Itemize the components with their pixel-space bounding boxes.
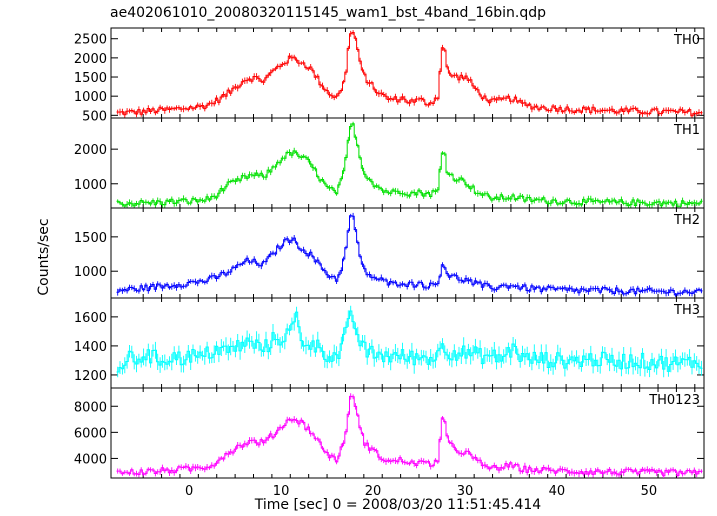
panel-label: TH1 xyxy=(673,123,700,138)
series-errorbars-th3 xyxy=(117,305,702,378)
panel-th1: 1000 2000 TH1 xyxy=(74,117,705,209)
y-tick-label: 1600 xyxy=(74,311,107,326)
panel-frame xyxy=(110,297,705,389)
panel-th3: 1200 1400 1600 TH3 xyxy=(74,297,705,389)
panel-frame xyxy=(110,387,705,479)
series-errorbars-th0123 xyxy=(117,393,702,478)
series-errorbars-th2 xyxy=(117,212,702,297)
y-tick-label: 1500 xyxy=(74,231,107,246)
series-line-th0 xyxy=(116,32,703,117)
series-line-th0123 xyxy=(116,395,703,477)
x-tick-label: 10 xyxy=(273,484,290,499)
y-tick-label: 2500 xyxy=(74,33,107,48)
x-tick-label: 40 xyxy=(549,484,566,499)
y-tick-label: 1000 xyxy=(74,265,107,280)
x-tick-label: 30 xyxy=(457,484,474,499)
y-axis-label: Counts/sec xyxy=(36,218,52,295)
y-tick-label: 4000 xyxy=(74,452,107,467)
y-tick-label: 1200 xyxy=(74,369,107,384)
y-tick-label: 1000 xyxy=(74,178,107,193)
x-axis-label: Time [sec] 0 = 2008/03/20 11:51:45.414 xyxy=(254,497,542,513)
x-tick-label: 0 xyxy=(185,484,193,499)
panel-th2: 1000 1500 TH2 xyxy=(74,207,705,299)
panel-label: TH0 xyxy=(673,33,700,48)
y-tick-label: 2000 xyxy=(74,52,107,67)
panel-th0: 500 1000 1500 2000 2500 TH0 xyxy=(74,27,705,124)
y-tick-label: 8000 xyxy=(74,400,107,415)
y-tick-label: 2000 xyxy=(74,143,107,158)
panel-label: TH3 xyxy=(673,303,700,318)
series-errorbars-th1 xyxy=(117,121,702,208)
y-tick-label: 1400 xyxy=(74,340,107,355)
series-line-th1 xyxy=(116,123,703,207)
y-tick-label: 1000 xyxy=(74,90,107,105)
panel-label: TH2 xyxy=(673,213,700,228)
panel-th0123: 4000 6000 8000 TH0123 xyxy=(74,387,705,479)
panel-label: TH0123 xyxy=(648,393,700,408)
y-tick-label: 6000 xyxy=(74,426,107,441)
series-errorbars-th0 xyxy=(117,30,702,118)
y-tick-label: 1500 xyxy=(74,71,107,86)
chart-title: ae402061010_20080320115145_wam1_bst_4ban… xyxy=(110,5,546,21)
series-line-th2 xyxy=(116,215,703,296)
x-tick-label: 20 xyxy=(365,484,382,499)
x-tick-label: 50 xyxy=(641,484,658,499)
y-tick-label: 500 xyxy=(82,109,107,124)
series-line-th3 xyxy=(116,310,703,373)
